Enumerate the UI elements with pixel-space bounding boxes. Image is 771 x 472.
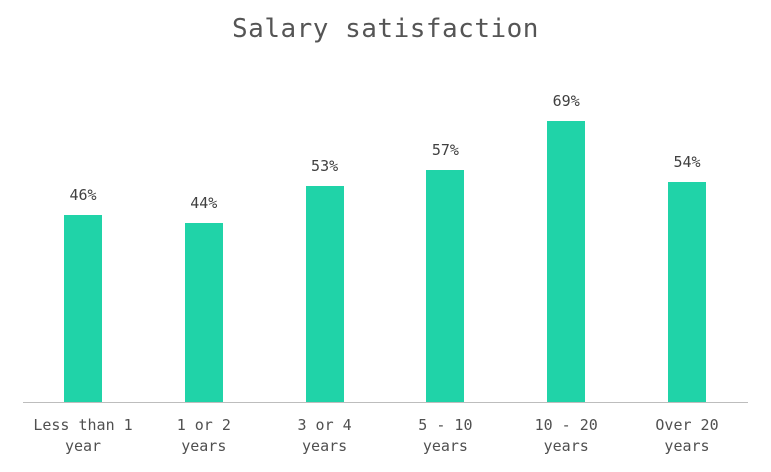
bar-value-label: 44% xyxy=(190,193,218,212)
bar xyxy=(668,182,706,402)
bar-value-label: 57% xyxy=(431,141,459,159)
x-axis-tick-label: 3 or 4 years xyxy=(297,416,352,455)
x-axis-tick-label: Less than 1 year xyxy=(33,416,133,455)
bar xyxy=(184,222,223,402)
x-axis-tick-label: 5 - 10 years xyxy=(418,416,473,455)
x-axis-tick-label: 10 - 20 years xyxy=(534,416,598,455)
x-axis-line xyxy=(23,402,748,403)
x-axis-tick-label: 1 or 2 years xyxy=(176,416,231,455)
bar-value-label: 54% xyxy=(673,153,701,172)
bar xyxy=(305,186,344,402)
bar xyxy=(64,214,102,402)
bar-value-label: 53% xyxy=(311,157,339,176)
bar-value-label: 46% xyxy=(69,185,97,204)
bar xyxy=(547,121,586,402)
chart-title: Salary satisfaction xyxy=(232,14,539,44)
bar xyxy=(426,170,465,402)
x-axis-tick-label: Over 20 years xyxy=(655,416,719,455)
bar-value-label: 69% xyxy=(552,92,580,111)
